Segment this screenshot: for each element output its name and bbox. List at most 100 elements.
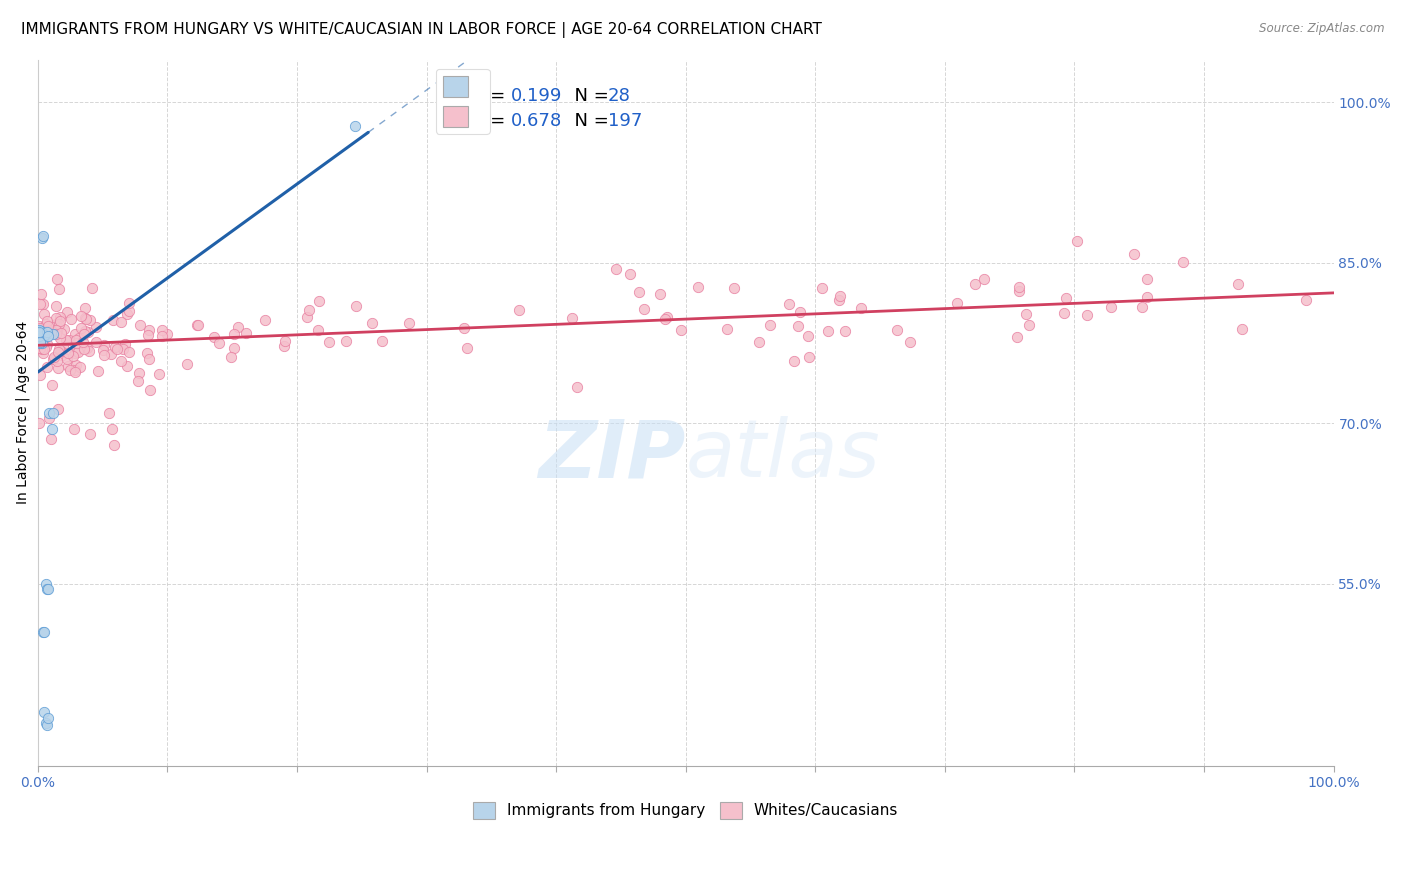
Text: N =: N = bbox=[562, 112, 614, 130]
Text: R =: R = bbox=[472, 112, 510, 130]
Point bbox=[1099, 300, 1122, 314]
Point bbox=[77, 344, 100, 359]
Point bbox=[139, 383, 162, 397]
Point bbox=[654, 311, 676, 326]
Point bbox=[49, 310, 72, 324]
Point bbox=[30, 328, 52, 343]
Point bbox=[49, 331, 72, 345]
Point bbox=[72, 327, 94, 342]
Point bbox=[42, 352, 65, 367]
Point bbox=[31, 336, 53, 351]
Point bbox=[34, 706, 56, 720]
Point bbox=[148, 367, 170, 381]
Point bbox=[45, 323, 67, 337]
Point bbox=[70, 321, 93, 335]
Point bbox=[973, 272, 995, 286]
Point bbox=[797, 329, 820, 343]
Point bbox=[63, 365, 86, 379]
Point bbox=[56, 351, 79, 366]
Point bbox=[453, 320, 475, 334]
Point bbox=[28, 321, 51, 335]
Point bbox=[221, 350, 243, 364]
Point bbox=[45, 324, 67, 338]
Point bbox=[1076, 308, 1098, 322]
Point bbox=[101, 313, 124, 327]
Point bbox=[150, 323, 173, 337]
Point bbox=[45, 310, 67, 325]
Point bbox=[295, 310, 318, 325]
Point bbox=[30, 333, 52, 347]
Point bbox=[76, 325, 98, 339]
Point bbox=[226, 320, 249, 334]
Text: Source: ZipAtlas.com: Source: ZipAtlas.com bbox=[1260, 22, 1385, 36]
Point bbox=[361, 316, 384, 330]
Point bbox=[37, 360, 59, 375]
Point bbox=[35, 718, 58, 732]
Point bbox=[58, 334, 80, 348]
Point bbox=[37, 711, 59, 725]
Point bbox=[748, 334, 770, 349]
Point bbox=[56, 345, 79, 359]
Point bbox=[111, 342, 134, 356]
Point bbox=[52, 340, 75, 354]
Point bbox=[118, 345, 141, 359]
Point bbox=[1136, 290, 1159, 304]
Point bbox=[633, 301, 655, 316]
Point bbox=[45, 322, 67, 336]
Point bbox=[138, 352, 160, 367]
Point bbox=[28, 319, 51, 334]
Point bbox=[28, 297, 51, 311]
Point bbox=[1171, 255, 1194, 269]
Point bbox=[46, 361, 69, 376]
Point bbox=[49, 344, 72, 359]
Point bbox=[273, 339, 295, 353]
Point bbox=[48, 318, 70, 332]
Point bbox=[101, 422, 124, 436]
Point bbox=[30, 324, 52, 338]
Point bbox=[34, 577, 56, 591]
Point bbox=[93, 337, 115, 351]
Point bbox=[59, 362, 82, 376]
Point bbox=[1123, 246, 1146, 260]
Point bbox=[1015, 306, 1038, 320]
Point bbox=[32, 342, 55, 356]
Point bbox=[60, 311, 83, 326]
Point bbox=[115, 359, 138, 373]
Point bbox=[34, 625, 56, 640]
Point bbox=[456, 341, 478, 355]
Point bbox=[778, 297, 800, 311]
Point bbox=[28, 325, 51, 339]
Point bbox=[30, 368, 52, 382]
Point bbox=[787, 319, 810, 334]
Point bbox=[152, 329, 174, 343]
Point bbox=[98, 406, 121, 420]
Point bbox=[30, 336, 52, 351]
Point bbox=[565, 380, 588, 394]
Point bbox=[28, 336, 51, 351]
Point bbox=[72, 334, 94, 349]
Point bbox=[31, 342, 53, 356]
Point bbox=[28, 342, 51, 356]
Point bbox=[224, 326, 246, 341]
Point bbox=[31, 231, 53, 245]
Point bbox=[103, 438, 125, 452]
Point bbox=[30, 337, 52, 351]
Point bbox=[105, 342, 128, 356]
Point bbox=[1295, 293, 1317, 307]
Point bbox=[65, 334, 87, 348]
Point bbox=[828, 289, 851, 303]
Text: ZIP: ZIP bbox=[538, 416, 686, 494]
Point bbox=[628, 285, 651, 300]
Point bbox=[886, 323, 908, 337]
Point bbox=[91, 343, 114, 357]
Point bbox=[308, 293, 330, 308]
Point bbox=[66, 336, 89, 351]
Point bbox=[1008, 280, 1031, 294]
Point bbox=[34, 716, 56, 731]
Point bbox=[318, 334, 340, 349]
Point bbox=[688, 280, 710, 294]
Point bbox=[62, 422, 84, 436]
Point bbox=[828, 293, 851, 308]
Point bbox=[93, 349, 115, 363]
Point bbox=[783, 353, 806, 368]
